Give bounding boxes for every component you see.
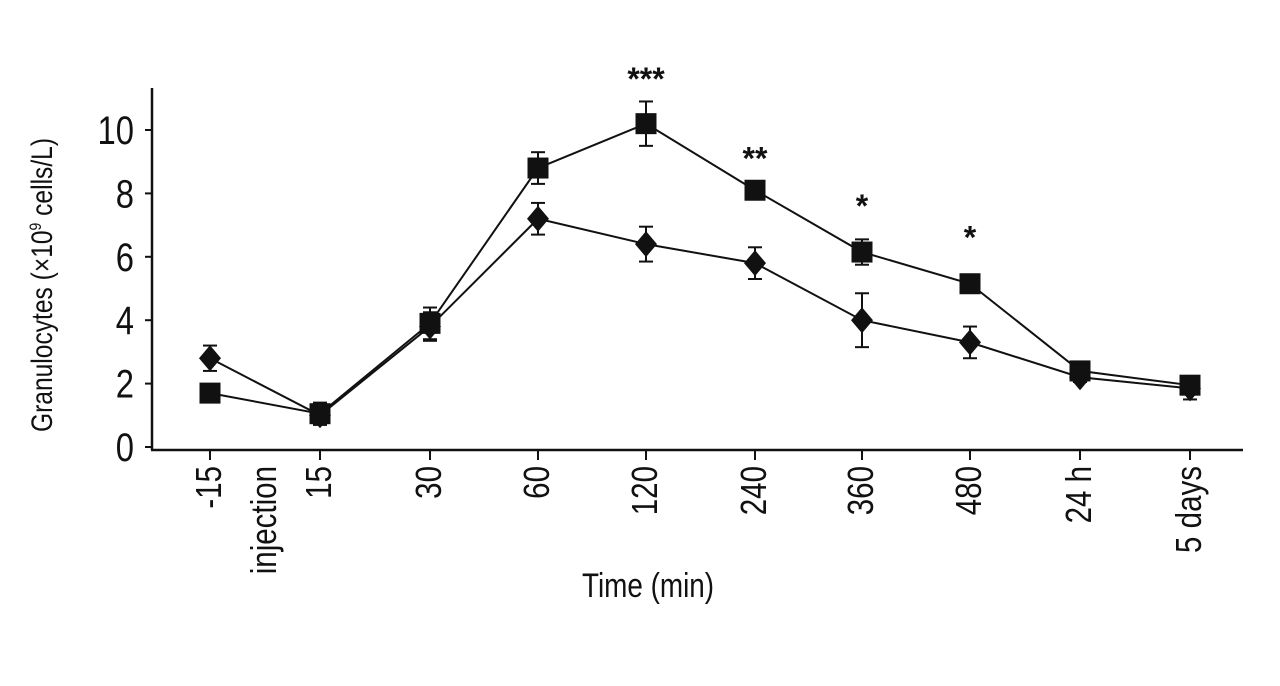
x-tick-label: 5 days [1168,466,1208,553]
square-marker [199,382,221,404]
x-tick-label: 60 [516,466,556,499]
x-tick-label: 240 [733,466,773,515]
square-marker [527,157,549,179]
x-tick-label: 360 [840,466,880,515]
diamond-marker [1179,375,1201,402]
square-marker [744,179,766,201]
y-axis-label-text: Granulocytes (×109 cells/L) [25,138,59,432]
error-bars [203,100,1197,426]
x-tick-label: -15 [188,466,228,509]
x-tick-label: 480 [948,466,988,515]
y-tick-label: 2 [116,362,134,407]
y-tick-label: 0 [116,425,134,470]
y-tick-label: 4 [116,298,134,343]
x-tick-label-group: 120 [624,466,664,515]
x-tick-label-group: 360 [840,466,880,515]
axes: 0 2 4 6 8 10 -15 injection 15 30 60 120 240 360 480 24 … [98,88,1243,574]
y-tick-label-group: 4 [116,298,134,343]
diamond-marker [1069,364,1091,391]
x-tick-label-group: -15 [188,466,228,509]
x-tick-label-group: 15 [298,466,338,499]
y-tick-label-group: 0 [116,425,134,470]
diamond-marker [199,345,221,372]
y-tick-label-group: 6 [116,235,134,280]
diamond-marker [527,205,549,232]
y-tick-label: 8 [116,171,134,216]
significance-label: * [856,188,869,224]
diamond-marker [635,231,657,258]
x-tick-label-group: injection [243,466,283,574]
y-tick-label-group: 8 [116,171,134,216]
y-tick-label: 6 [116,235,134,280]
y-tick-label: 10 [98,108,134,153]
diamond-marker [851,307,873,334]
y-tick-label-group: 10 [98,108,134,153]
x-tick-label-group: 60 [516,466,556,499]
square-marker [635,113,657,135]
x-tick-label: 120 [624,466,664,515]
square-marker [851,241,873,263]
y-axis-label-exponent: 9 [27,223,46,231]
x-tick-label: 15 [298,466,338,499]
diamond-marker [419,313,441,340]
series-lines [209,122,1191,417]
square-marker [959,273,981,295]
significance-label: ** [743,140,768,176]
significance-annotations: ******* [627,61,976,256]
x-tick-label-group: 24 h [1058,466,1098,523]
y-axis-label-unit: cells/L) [25,138,59,223]
x-axis-label-text: Time (min) [582,566,714,604]
diamonds-series-line [209,217,1191,417]
x-tick-label: 24 h [1058,466,1098,523]
y-axis-label-main: Granulocytes (×10 [25,230,59,432]
data-markers [199,113,1201,429]
x-tick-label: injection [243,466,283,574]
y-tick-label-group: 2 [116,362,134,407]
significance-label: *** [627,61,665,97]
squares-series-line [209,122,1191,415]
diamond-marker [744,250,766,277]
x-tick-label-group: 480 [948,466,988,515]
diamond-marker [959,329,981,356]
significance-label: * [964,220,977,256]
y-axis-label: Granulocytes (×109 cells/L) [25,138,59,432]
x-tick-label-group: 240 [733,466,773,515]
x-tick-label: 30 [408,466,448,499]
x-tick-label-group: 5 days [1168,466,1208,553]
diamond-marker [309,402,331,429]
x-axis-label: Time (min) [582,566,714,604]
x-tick-label-group: 30 [408,466,448,499]
